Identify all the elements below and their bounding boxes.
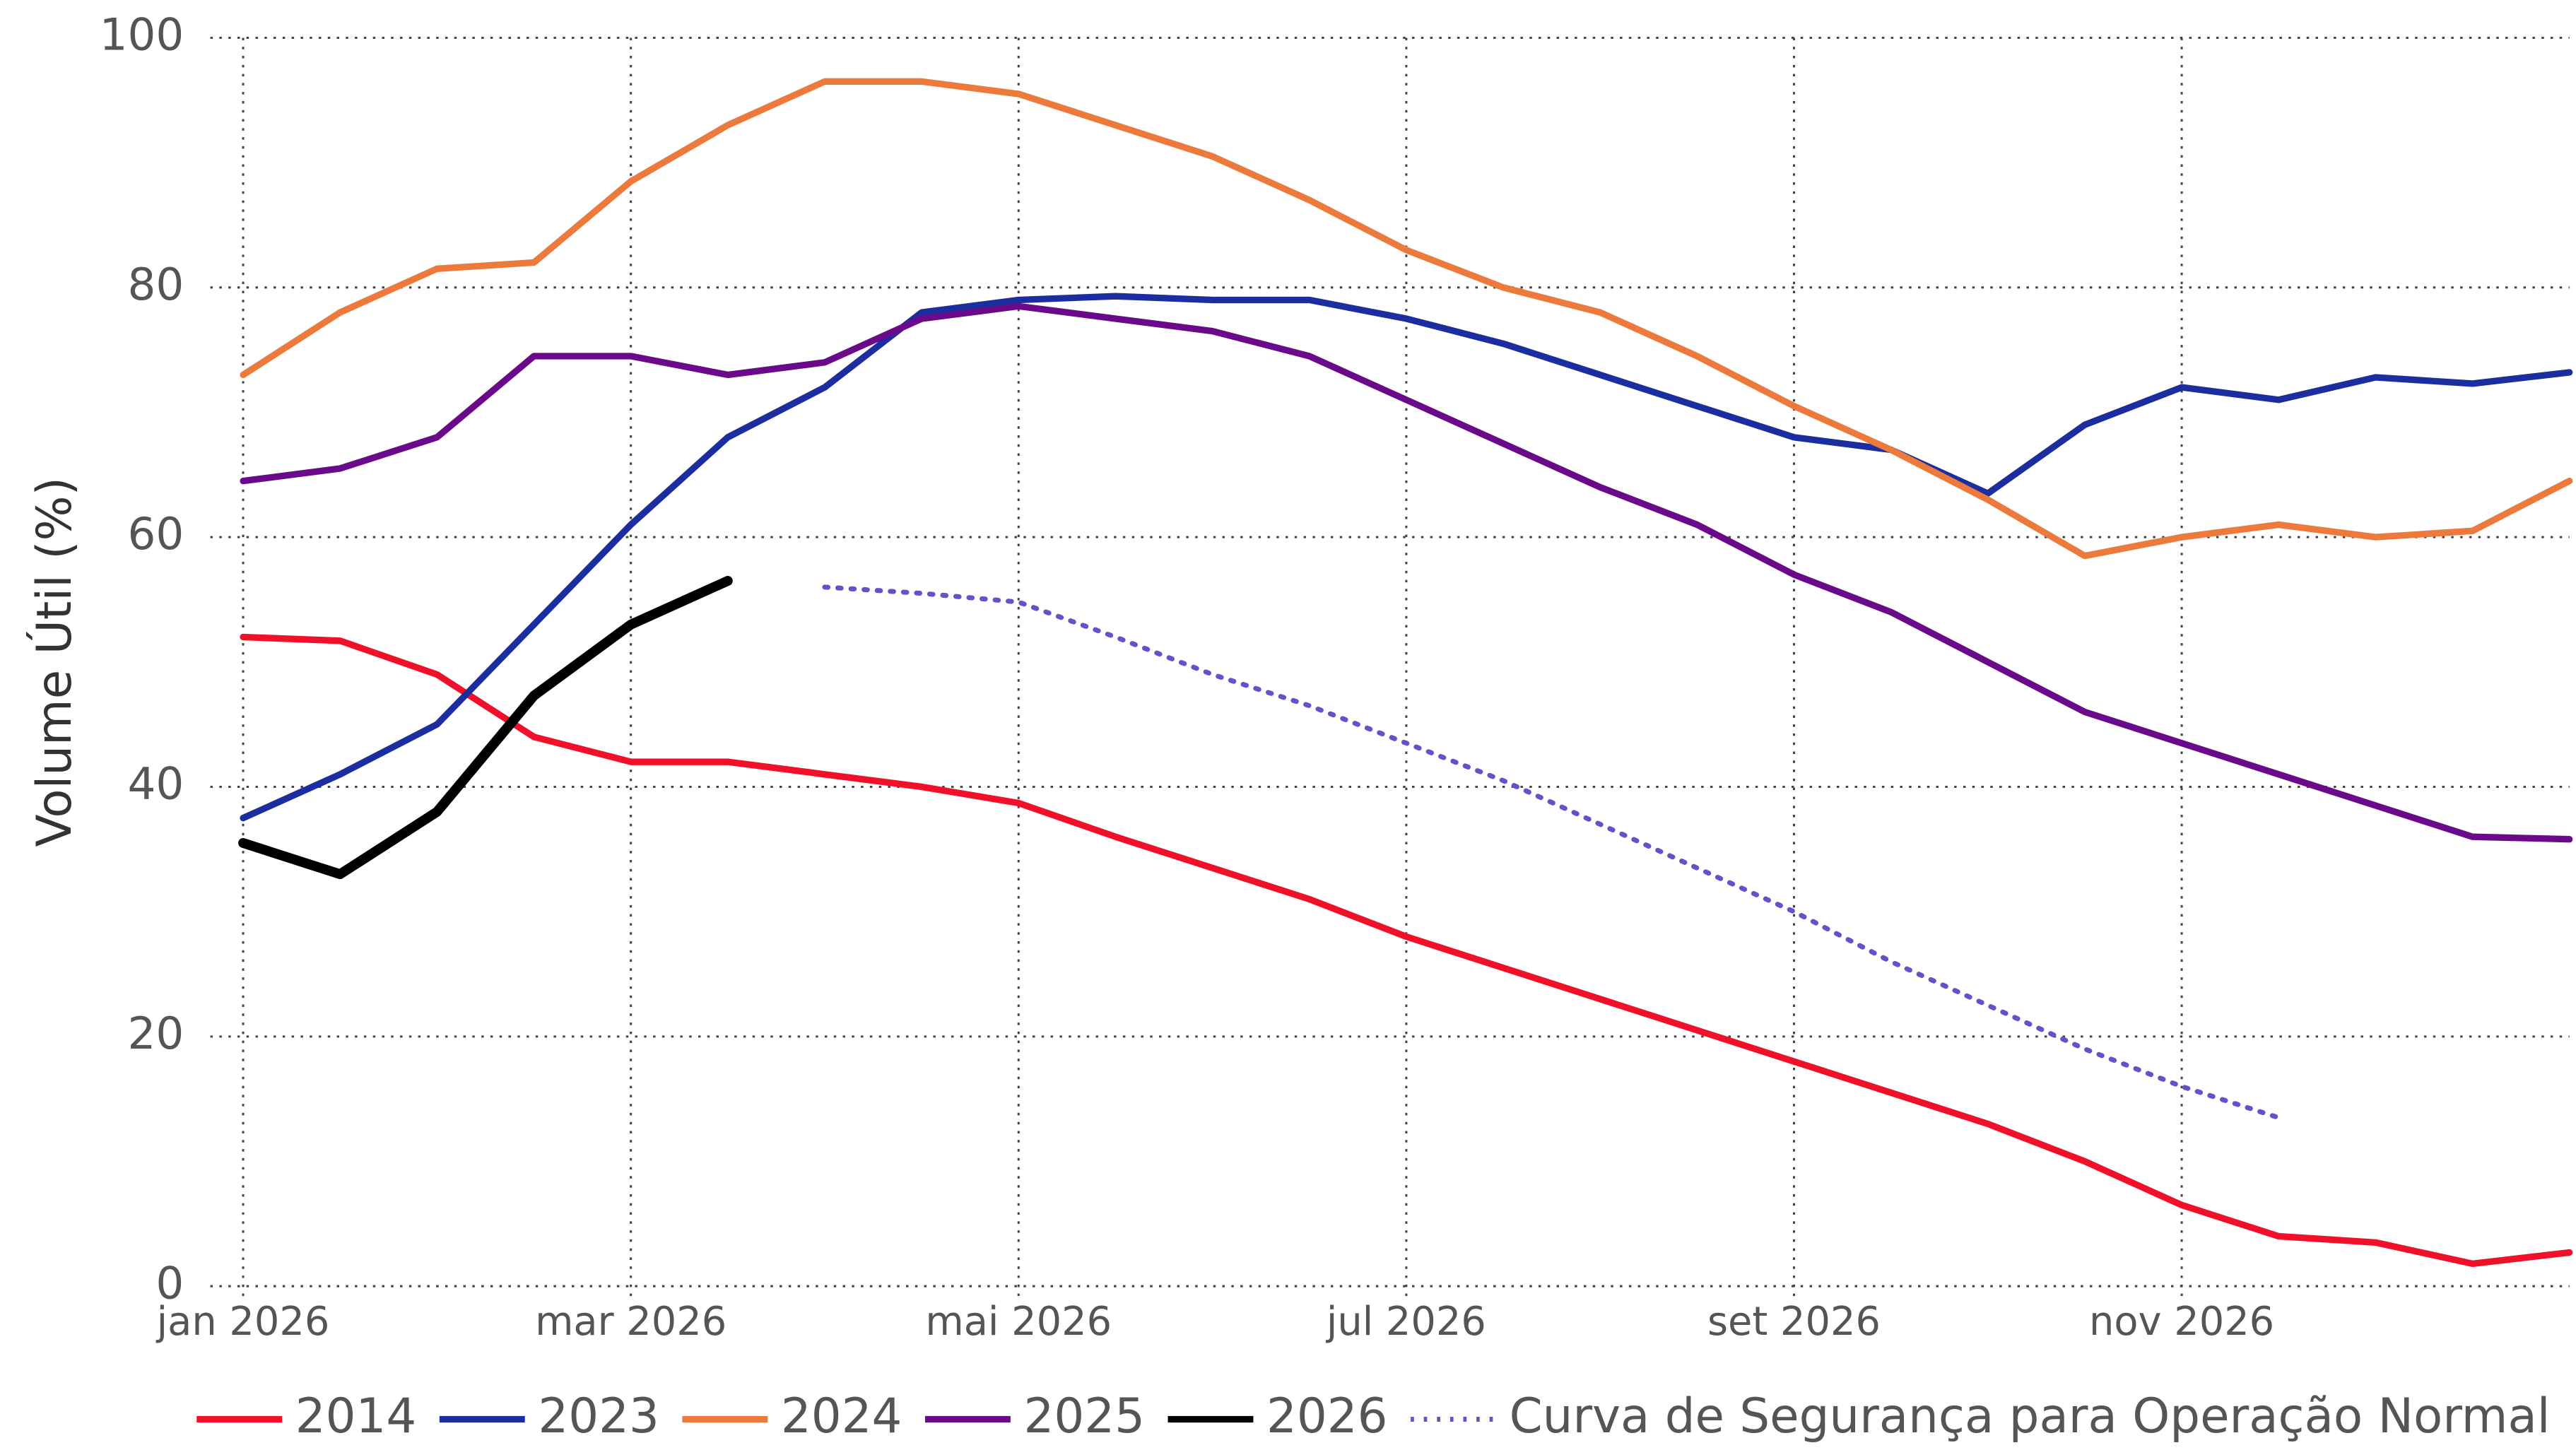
y-tick-label: 40 bbox=[127, 758, 184, 810]
legend-label: 2024 bbox=[781, 1388, 902, 1444]
y-axis-label: Volume Útil (%) bbox=[26, 477, 82, 847]
series-line bbox=[240, 293, 2573, 822]
x-tick-label: set 2026 bbox=[1707, 1299, 1881, 1345]
legend-label: 2023 bbox=[538, 1388, 659, 1444]
y-tick-label: 100 bbox=[100, 9, 184, 61]
series-line bbox=[240, 633, 2573, 1268]
legend-label: 2014 bbox=[295, 1388, 417, 1444]
legend-label: 2026 bbox=[1266, 1388, 1388, 1444]
y-tick-label: 20 bbox=[127, 1008, 184, 1059]
legend-label: Curva de Segurança para Operação Normal bbox=[1510, 1388, 2551, 1444]
x-tick-label: mai 2026 bbox=[925, 1299, 1112, 1345]
series-line bbox=[822, 584, 2281, 1121]
y-tick-label: 0 bbox=[155, 1257, 184, 1309]
y-tick-label: 80 bbox=[127, 259, 184, 310]
legend-label: 2025 bbox=[1023, 1388, 1145, 1444]
x-tick-label: jul 2026 bbox=[1326, 1299, 1486, 1345]
x-tick-label: nov 2026 bbox=[2089, 1299, 2274, 1345]
series-line bbox=[240, 302, 2573, 843]
x-tick-label: mar 2026 bbox=[535, 1299, 727, 1345]
series-line bbox=[238, 576, 733, 880]
y-tick-label: 60 bbox=[127, 508, 184, 560]
x-tick-label: jan 2026 bbox=[156, 1299, 330, 1345]
series-line bbox=[240, 78, 2573, 560]
